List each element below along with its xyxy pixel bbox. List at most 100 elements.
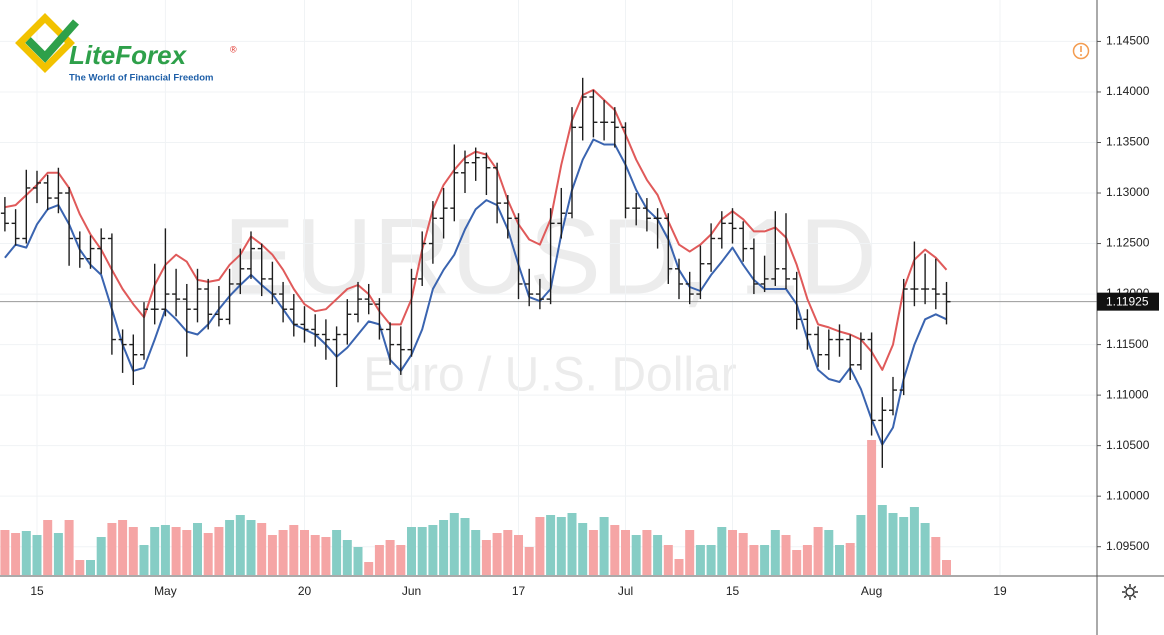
y-tick-label: 1.11500 — [1106, 337, 1149, 351]
volume-bar — [203, 533, 213, 575]
ma-line — [4, 138, 947, 446]
logo-mark: ® — [230, 44, 237, 54]
volume-bar — [877, 505, 887, 575]
volume-bar — [578, 523, 588, 575]
volume-bar — [524, 547, 534, 575]
x-tick-label: May — [154, 584, 177, 598]
volume-bar — [257, 523, 267, 575]
x-tick-label: Jul — [618, 584, 633, 598]
volume-bar — [546, 515, 556, 575]
x-tick-label: 15 — [726, 584, 740, 598]
volume-bar — [631, 535, 641, 575]
y-tick-label: 1.09500 — [1106, 539, 1150, 553]
volume-bar — [760, 545, 770, 575]
y-tick-label: 1.12500 — [1106, 236, 1150, 250]
volume-bar — [118, 520, 128, 575]
volume-bar — [289, 525, 299, 575]
volume-bar — [171, 527, 181, 575]
volume-bar — [214, 527, 224, 575]
x-tick-label: Aug — [861, 584, 882, 598]
volume-bar — [353, 547, 363, 575]
volume-bar — [225, 520, 235, 575]
volume-bar — [717, 527, 727, 575]
x-tick-label: 20 — [298, 584, 312, 598]
x-tick-label: 19 — [993, 584, 1007, 598]
volume-bar — [556, 517, 566, 575]
volume-bar — [160, 525, 170, 575]
volume-bar — [332, 530, 342, 575]
volume-bar — [813, 527, 823, 575]
logo-name: LiteForex — [69, 40, 188, 70]
x-tick-label: Jun — [402, 584, 421, 598]
y-tick-label: 1.14000 — [1106, 84, 1150, 98]
volume-bar — [899, 517, 909, 575]
volume-bar — [460, 518, 470, 575]
volume-bar — [888, 513, 898, 575]
y-tick-label: 1.14500 — [1106, 34, 1150, 48]
settings-icon[interactable] — [1122, 584, 1138, 600]
volume-bar — [706, 545, 716, 575]
settings-icon-teeth — [1122, 584, 1138, 600]
volume-bar — [824, 530, 834, 575]
volume-bar — [139, 545, 149, 575]
volume-bar — [193, 523, 202, 575]
volume-bar — [685, 530, 695, 575]
volume-bar — [481, 540, 491, 575]
volume-bar — [492, 533, 502, 575]
logo: LiteForex ® The World of Financial Freed… — [15, 13, 237, 84]
volume-bar — [728, 530, 737, 575]
volume-bar — [942, 560, 951, 575]
volume-bar — [32, 535, 42, 575]
alert-icon[interactable] — [1072, 42, 1090, 60]
volume-bar — [867, 440, 877, 575]
volume-bar — [86, 560, 95, 575]
volume-bar — [792, 550, 802, 575]
volume-bar — [43, 520, 53, 575]
y-tick-label: 1.10000 — [1106, 488, 1150, 502]
volume-bar — [417, 527, 427, 575]
volume-bar — [567, 513, 577, 575]
volume-bar — [235, 515, 245, 575]
volume-bar — [749, 545, 759, 575]
volume-bar — [75, 560, 85, 575]
volume-bar — [770, 530, 780, 575]
volume-bar — [909, 507, 919, 575]
volume-bar — [246, 520, 256, 575]
volume-bar — [0, 530, 10, 575]
volume-bar — [21, 531, 31, 575]
volume-bar — [931, 537, 941, 575]
volume-bar — [802, 545, 812, 575]
y-tick-label: 1.11000 — [1106, 387, 1149, 401]
volume-bar — [514, 535, 523, 575]
y-tick-label: 1.13000 — [1106, 185, 1150, 199]
volume-bar — [53, 533, 63, 575]
settings-icon-hub — [1125, 587, 1135, 597]
watermark-subtitle: Euro / U.S. Dollar — [363, 349, 736, 402]
volume-bar — [321, 537, 331, 575]
volume-bar — [310, 535, 320, 575]
volume-bar — [342, 540, 352, 575]
logo-check — [25, 19, 79, 63]
last-price-label: 1.11925 — [1106, 294, 1149, 308]
volume-bar — [674, 559, 684, 575]
volume-bar — [267, 535, 277, 575]
volume-bar — [374, 545, 384, 575]
logo-tagline: The World of Financial Freedom — [69, 73, 213, 84]
x-tick-label: 15 — [30, 584, 44, 598]
volume-bar — [128, 527, 138, 575]
volume-bar — [96, 537, 106, 575]
volume-bar — [64, 520, 74, 575]
volume-bar — [471, 530, 481, 575]
volume-bar — [610, 525, 620, 575]
bar-layer — [0, 77, 951, 468]
volume-bar — [150, 527, 160, 575]
last-price-box — [1097, 292, 1159, 311]
alert-icon-dot — [1080, 54, 1082, 56]
grid — [0, 0, 1097, 575]
volume-bar — [364, 562, 374, 575]
icons — [1072, 42, 1138, 600]
y-tick-label: 1.13500 — [1106, 135, 1150, 149]
volume-bar — [278, 530, 288, 575]
volume-bar — [588, 530, 598, 575]
